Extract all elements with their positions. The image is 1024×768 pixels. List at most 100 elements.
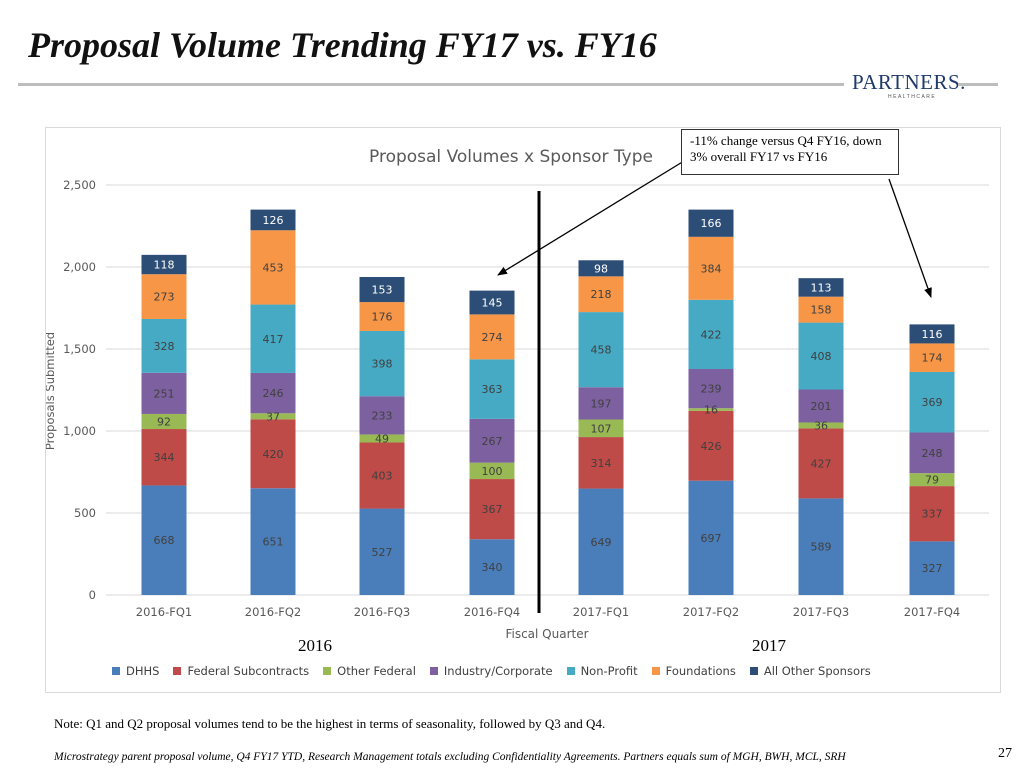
data-label: 118 (154, 259, 175, 272)
bar-segment-all-other-sponsors (688, 209, 734, 237)
stacked-bar-chart: 0 500 1,000 1,500 2,000 2,500 Proposal Volumes… (46, 147, 989, 641)
x-tick-label: 2016-FQ1 (136, 605, 192, 619)
data-label: 100 (482, 465, 503, 478)
data-label: 246 (263, 387, 284, 400)
bar-segment-all-other-sponsors (578, 260, 624, 277)
y-tick-label: 0 (89, 588, 96, 602)
data-label: 201 (811, 400, 832, 413)
bar-segment-dhhs (250, 488, 296, 595)
data-label: 251 (154, 387, 175, 400)
title-divider (18, 83, 844, 86)
callout-arrow-q4-fy17 (888, 178, 932, 298)
data-label: 384 (701, 262, 722, 275)
legend-item: Other Federal (323, 664, 416, 678)
data-label: 408 (811, 350, 832, 363)
bar-segment-federal-subcontracts (688, 410, 734, 481)
data-label: 403 (372, 470, 393, 483)
bar-segment-federal-subcontracts (798, 428, 844, 499)
bar-segment-other-federal (250, 413, 296, 420)
x-tick-label: 2016-FQ4 (464, 605, 520, 619)
y-tick-label: 500 (74, 506, 96, 520)
data-label: 145 (482, 297, 503, 310)
x-tick-label: 2017-FQ4 (904, 605, 960, 619)
legend-swatch (429, 667, 438, 675)
legend-item: Industry/Corporate (429, 664, 553, 678)
bar-segment-all-other-sponsors (250, 209, 296, 231)
bar-segment-non-profit (578, 312, 624, 388)
bar-segment-industry-corporate (469, 418, 515, 463)
data-label: 49 (375, 432, 389, 445)
legend-label: Non-Profit (580, 664, 638, 678)
data-label: 344 (154, 451, 175, 464)
legend-label: Foundations (665, 664, 736, 678)
data-label: 107 (591, 422, 612, 435)
bar-segment-dhhs (359, 508, 405, 595)
year-label-2017: 2017 (752, 636, 786, 655)
data-label: 273 (154, 291, 175, 304)
x-tick-label: 2017-FQ3 (793, 605, 849, 619)
data-label: 668 (154, 534, 175, 547)
data-label: 327 (922, 562, 943, 575)
y-tick-label: 2,000 (63, 260, 96, 274)
data-label: 340 (482, 561, 503, 574)
data-label: 328 (154, 340, 175, 353)
legend-item: DHHS (112, 664, 159, 678)
bar-segment-industry-corporate (688, 369, 734, 409)
bar-segment-non-profit (359, 330, 405, 397)
bar-segment-dhhs (798, 498, 844, 595)
legend-label: DHHS (126, 664, 160, 678)
legend-label: Federal Subcontracts (187, 664, 310, 678)
bar-segment-federal-subcontracts (359, 442, 405, 509)
legend-swatch (112, 667, 120, 675)
data-label: 417 (263, 333, 284, 346)
logo-subtext: HEALTHCARE (888, 94, 937, 100)
slide-title: Proposal Volume Trending FY17 vs. FY16 (28, 25, 657, 65)
bar-segment-foundations (359, 302, 405, 331)
data-label: 367 (482, 503, 503, 516)
source-footnote: Microstrategy parent proposal volume, Q4… (54, 751, 846, 763)
bar-segment-federal-subcontracts (141, 429, 187, 486)
data-label: 314 (591, 457, 612, 470)
bar-segment-non-profit (688, 299, 734, 370)
data-label: 589 (811, 541, 832, 554)
bar-segment-all-other-sponsors (141, 254, 187, 275)
data-label: 218 (591, 288, 612, 301)
bar-segment-all-other-sponsors (909, 324, 955, 344)
legend-item: All Other Sponsors (749, 664, 871, 678)
bar-segment-industry-corporate (798, 389, 844, 423)
bar-segment-foundations (141, 274, 187, 319)
legend-swatch (323, 667, 332, 675)
bar-segment-other-federal (141, 413, 187, 430)
bar-segment-all-other-sponsors (798, 278, 844, 297)
bar-segment-industry-corporate (909, 432, 955, 474)
data-label: 267 (482, 435, 503, 448)
data-label: 158 (811, 304, 832, 317)
bar-segment-other-federal (798, 422, 844, 429)
legend-swatch (749, 667, 758, 675)
y-tick-label: 1,000 (63, 424, 96, 438)
bar-segment-dhhs (688, 480, 734, 595)
bar-segment-dhhs (578, 488, 624, 595)
x-tick-label: 2017-FQ1 (573, 605, 629, 619)
data-label: 248 (922, 447, 943, 460)
bar-segment-other-federal (578, 419, 624, 438)
data-label: 453 (263, 261, 284, 274)
data-label: 527 (372, 546, 393, 559)
bar-segment-federal-subcontracts (469, 479, 515, 540)
data-label: 79 (925, 474, 939, 487)
bar-segment-federal-subcontracts (578, 437, 624, 489)
bar-segment-non-profit (141, 318, 187, 373)
legend-label: Other Federal (337, 664, 416, 678)
data-label: 113 (811, 281, 832, 294)
data-label: 126 (263, 214, 284, 227)
chart-legend: DHHS Federal Subcontracts Other Federal Ind… (112, 662, 885, 680)
bar-segment-industry-corporate (359, 396, 405, 435)
data-label: 153 (372, 284, 393, 297)
data-label: 116 (922, 328, 943, 341)
bar-segment-industry-corporate (141, 372, 187, 414)
bar-segment-foundations (469, 314, 515, 360)
bar-segment-foundations (909, 343, 955, 372)
legend-swatch (173, 667, 182, 675)
y-tick-label: 2,500 (63, 178, 96, 192)
x-axis-label: Fiscal Quarter (505, 627, 588, 641)
